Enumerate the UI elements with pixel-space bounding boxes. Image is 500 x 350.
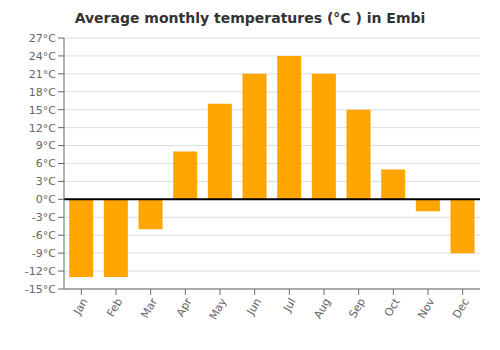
svg-text:Apr: Apr [174, 295, 195, 318]
svg-text:-15°C: -15°C [25, 283, 56, 296]
svg-text:21°C: 21°C [29, 68, 56, 81]
svg-text:Mar: Mar [138, 296, 160, 321]
svg-text:Dec: Dec [450, 296, 472, 321]
svg-text:12°C: 12°C [29, 122, 56, 135]
svg-text:Jul: Jul [280, 296, 298, 315]
svg-text:27°C: 27°C [29, 32, 56, 45]
svg-text:-9°C: -9°C [32, 247, 56, 260]
svg-text:0°C: 0°C [36, 193, 56, 206]
svg-text:-3°C: -3°C [32, 211, 56, 224]
svg-text:May: May [207, 295, 230, 322]
svg-text:Aug: Aug [311, 296, 333, 321]
svg-text:-6°C: -6°C [32, 229, 56, 242]
svg-text:Nov: Nov [415, 295, 437, 321]
svg-text:18°C: 18°C [29, 86, 56, 99]
svg-text:Jun: Jun [244, 296, 264, 318]
svg-text:9°C: 9°C [36, 139, 56, 152]
svg-text:Oct: Oct [382, 295, 403, 319]
svg-text:24°C: 24°C [29, 50, 56, 63]
svg-text:Feb: Feb [104, 296, 125, 319]
svg-text:-12°C: -12°C [25, 265, 56, 278]
svg-text:15°C: 15°C [29, 104, 56, 117]
svg-text:Jan: Jan [70, 296, 90, 318]
svg-text:Sep: Sep [346, 296, 368, 320]
svg-text:3°C: 3°C [36, 175, 56, 188]
svg-text:6°C: 6°C [36, 157, 56, 170]
html-text:Average monthly temperatures (: Average monthly temperatures (°C ) in Em… [74, 10, 426, 26]
